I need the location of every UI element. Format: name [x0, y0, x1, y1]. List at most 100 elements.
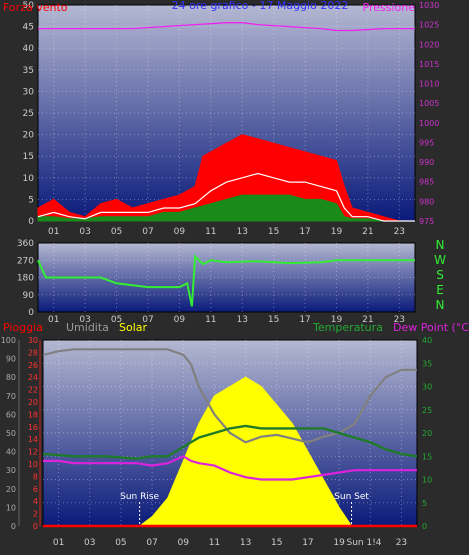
panel-2-hour-label-21: 21 — [362, 315, 373, 325]
temperature-axis-tick-40: 40 — [422, 336, 432, 345]
pressure-axis-tick-1030: 1030 — [419, 1, 439, 10]
panel-2-hour-label-19: 19 — [331, 315, 343, 325]
legend-dew-point-c-: Dew Point (°C) — [393, 321, 469, 334]
panel-3-hour-label-03: 03 — [84, 538, 95, 548]
wind-axis-tick-5: 5 — [28, 195, 34, 205]
sun-hour-overlap-label: Sun 1!4 — [346, 538, 381, 548]
sun-rise-label: Sun Rise — [120, 492, 159, 502]
pressure-axis-tick-1025: 1025 — [419, 21, 439, 30]
panel-2-hour-label-03: 03 — [79, 315, 90, 325]
panel-2-grid — [38, 243, 415, 312]
panel-2-hour-label-05: 05 — [111, 315, 122, 325]
panel-1-hour-label-01: 01 — [48, 227, 59, 237]
humidity-axis-tick-30: 30 — [6, 466, 16, 475]
compass-label-0: N — [436, 238, 445, 252]
pressure-axis-tick-995: 995 — [419, 138, 434, 147]
wind-average-line — [37, 172, 415, 222]
panel-3-hour-label-09: 09 — [178, 538, 190, 548]
rain-axis-tick-2: 2 — [33, 510, 38, 519]
temperature-axis-tick-30: 30 — [422, 383, 432, 392]
temperature-axis-tick-5: 5 — [422, 499, 427, 508]
rain-axis-tick-12: 12 — [28, 448, 38, 457]
rain-axis-tick-28: 28 — [28, 348, 38, 357]
panel-1-hour-label-23: 23 — [394, 227, 405, 237]
panel-3-hour-label-19: 19 — [333, 538, 345, 548]
humidity-axis-tick-0: 0 — [11, 522, 16, 531]
sun-set-label: Sun Set — [334, 492, 369, 502]
rain-axis-tick-16: 16 — [28, 423, 38, 432]
panel-3-hour-label-17: 17 — [302, 538, 313, 548]
temperature-axis-tick-20: 20 — [422, 429, 432, 438]
panel-1-hour-label-05: 05 — [111, 227, 122, 237]
wind-axis-tick-25: 25 — [23, 109, 34, 119]
rain-axis-tick-6: 6 — [33, 485, 38, 494]
pressure-axis-tick-1000: 1000 — [419, 119, 439, 128]
wind-axis-tick-50: 50 — [23, 1, 35, 11]
rain-axis-tick-8: 8 — [33, 472, 38, 481]
panel-3-hour-label-23: 23 — [396, 538, 407, 548]
panel-3-hour-label-05: 05 — [115, 538, 126, 548]
legend-pioggia: Pioggia — [3, 321, 43, 334]
panel-3-hour-label-07: 07 — [146, 538, 157, 548]
wind-axis-tick-30: 30 — [23, 87, 35, 97]
panel-1-hour-label-11: 11 — [205, 227, 216, 237]
temperature-line — [42, 424, 418, 460]
wind-direction-line — [37, 254, 415, 307]
temperature-axis-tick-0: 0 — [422, 522, 427, 531]
panel-2-hour-label-07: 07 — [142, 315, 153, 325]
panel-1-hour-label-03: 03 — [79, 227, 90, 237]
panel-1-hour-label-21: 21 — [362, 227, 373, 237]
direction-axis-tick-0: 0 — [28, 308, 34, 318]
direction-axis-tick-180: 180 — [17, 274, 34, 284]
panel-2-hour-label-13: 13 — [236, 315, 247, 325]
rain-axis-tick-18: 18 — [28, 410, 38, 419]
rain-axis-tick-10: 10 — [28, 460, 38, 469]
panel-2-hour-label-11: 11 — [205, 315, 216, 325]
wind-axis-tick-40: 40 — [23, 44, 35, 54]
wind-axis-tick-45: 45 — [23, 23, 34, 33]
dew-point-line — [43, 455, 417, 481]
humidity-axis-tick-100: 100 — [1, 336, 16, 345]
panel-3-hour-label-11: 11 — [209, 538, 220, 548]
direction-axis-tick-270: 270 — [17, 256, 34, 266]
pressure-axis-tick-1015: 1015 — [419, 60, 439, 69]
panel-3-hour-label-13: 13 — [240, 538, 251, 548]
rain-axis-tick-30: 30 — [28, 336, 38, 345]
pressure-axis-tick-985: 985 — [419, 178, 434, 187]
pressure-axis-tick-990: 990 — [419, 158, 434, 167]
legend-umidita: Umidita — [66, 321, 109, 334]
pressure-axis-tick-980: 980 — [419, 197, 434, 206]
pressure-axis-tick-1005: 1005 — [419, 99, 439, 108]
panel-2-hour-label-23: 23 — [394, 315, 405, 325]
panel-3-hour-label-01: 01 — [53, 538, 64, 548]
humidity-axis-tick-20: 20 — [6, 485, 16, 494]
chart-title: 24 ore grafico - 17 Maggio 2022 — [172, 0, 349, 12]
pressure-axis-tick-975: 975 — [419, 217, 434, 226]
direction-axis-tick-360: 360 — [17, 239, 34, 249]
humidity-line — [42, 348, 417, 444]
compass-label-3: E — [436, 283, 444, 297]
rain-axis-tick-4: 4 — [33, 497, 38, 506]
humidity-axis-tick-60: 60 — [6, 410, 16, 419]
rain-axis-tick-24: 24 — [28, 373, 38, 382]
wind-axis-tick-10: 10 — [23, 174, 35, 184]
humidity-axis-tick-70: 70 — [6, 392, 16, 401]
solar-radiation-area — [43, 376, 417, 527]
compass-label-1: W — [434, 253, 446, 267]
wind-axis-tick-35: 35 — [23, 66, 34, 76]
panel-1-hour-label-13: 13 — [236, 227, 247, 237]
humidity-axis-tick-80: 80 — [6, 373, 16, 382]
panel-1-hour-label-19: 19 — [331, 227, 343, 237]
panel-2-hour-label-17: 17 — [299, 315, 310, 325]
pressure-axis-tick-1010: 1010 — [419, 80, 439, 89]
wind-axis-title: Forza vento — [3, 1, 68, 14]
rain-axis-tick-20: 20 — [28, 398, 38, 407]
pressure-axis-title: Pressione — [363, 1, 416, 14]
rain-axis-tick-14: 14 — [28, 435, 38, 444]
rain-axis-tick-0: 0 — [33, 522, 38, 531]
temperature-axis-tick-10: 10 — [422, 476, 432, 485]
legend-solar: Solar — [119, 321, 148, 334]
temperature-axis-tick-15: 15 — [422, 452, 432, 461]
panel-1-hour-label-07: 07 — [142, 227, 153, 237]
